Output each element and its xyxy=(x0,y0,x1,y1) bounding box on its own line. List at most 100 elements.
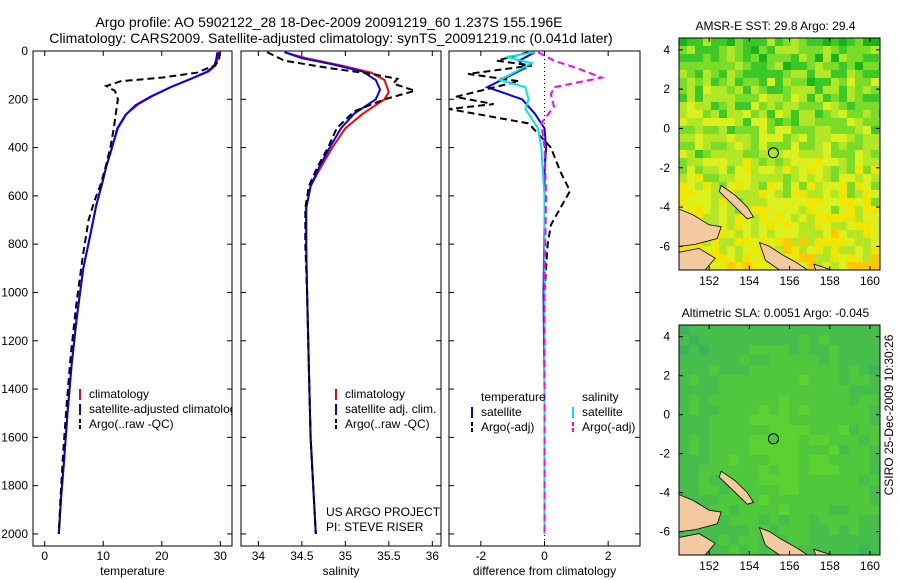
map-cell xyxy=(819,345,830,356)
map-cell xyxy=(735,54,744,63)
map-cell xyxy=(779,465,790,476)
map-cell xyxy=(743,118,752,127)
map-cell xyxy=(819,335,830,346)
map-ytick-label: -6 xyxy=(659,239,670,253)
map-cell xyxy=(699,375,710,386)
map-cell xyxy=(869,325,880,336)
map-cell xyxy=(689,425,700,436)
map-cell xyxy=(863,174,872,183)
map-cell xyxy=(871,182,880,191)
map-cell xyxy=(679,455,690,466)
map-cell xyxy=(711,62,720,71)
map-cell xyxy=(855,190,864,199)
map-cell xyxy=(749,475,760,486)
map-cell xyxy=(855,134,864,143)
salinity-series-argo xyxy=(266,51,419,534)
map-cell xyxy=(699,425,710,436)
map-cell xyxy=(859,365,870,376)
map-cell xyxy=(815,102,824,111)
map-cell xyxy=(775,38,784,47)
salinity-x-axis-label: salinity xyxy=(323,564,360,578)
map-cell xyxy=(769,405,780,416)
map-cell xyxy=(687,206,696,215)
map-cell xyxy=(719,515,730,526)
map-cell xyxy=(849,425,860,436)
temperature-ytick-label: 600 xyxy=(8,189,28,203)
map-cell xyxy=(815,78,824,87)
map-cell xyxy=(859,385,870,396)
map-cell xyxy=(699,525,710,536)
map-cell xyxy=(709,475,720,486)
map-cell xyxy=(839,405,850,416)
map-cell xyxy=(789,355,800,366)
map-cell xyxy=(823,174,832,183)
map-cell xyxy=(783,110,792,119)
map-cell xyxy=(729,545,740,555)
map-cell xyxy=(719,182,728,191)
map-cell xyxy=(739,375,750,386)
map-cell xyxy=(831,54,840,63)
map-cell xyxy=(709,425,720,436)
land-polygon xyxy=(679,247,716,270)
map-cell xyxy=(767,142,776,151)
map-cell xyxy=(719,142,728,151)
map-cell xyxy=(783,174,792,183)
map-cell xyxy=(719,166,728,175)
map-cell xyxy=(751,126,760,135)
map-cell xyxy=(711,110,720,119)
map-cell xyxy=(829,415,840,426)
map-cell xyxy=(759,126,768,135)
map-xtick-label: 154 xyxy=(739,274,759,288)
map-cell xyxy=(709,525,720,536)
map-cell xyxy=(869,535,880,546)
map-cell xyxy=(859,405,870,416)
map-cell xyxy=(703,102,712,111)
map-cell xyxy=(815,54,824,63)
map-cell xyxy=(743,86,752,95)
map-cell xyxy=(809,535,820,546)
map-cell xyxy=(709,545,720,555)
map-cell xyxy=(751,78,760,87)
map-cell xyxy=(799,495,810,506)
map-cell xyxy=(739,535,750,546)
map-cell xyxy=(679,335,690,346)
map-cell xyxy=(871,190,880,199)
map-cell xyxy=(855,46,864,55)
map-cell xyxy=(799,62,808,71)
map-cell xyxy=(831,142,840,151)
map-cell xyxy=(799,182,808,191)
map-cell xyxy=(679,38,688,47)
map-cell xyxy=(855,102,864,111)
map-cell xyxy=(699,385,710,396)
map-cell xyxy=(709,375,720,386)
map-cell xyxy=(709,335,720,346)
map-cell xyxy=(679,475,690,486)
map-cell xyxy=(871,222,880,231)
map-cell xyxy=(849,325,860,336)
map-cell xyxy=(849,545,860,555)
map-cell xyxy=(863,246,872,255)
map-cell xyxy=(799,335,810,346)
map-cell xyxy=(751,150,760,159)
map-cell xyxy=(815,62,824,71)
map-cell xyxy=(769,515,780,526)
map-cell xyxy=(847,142,856,151)
map-cell xyxy=(871,134,880,143)
map-cell xyxy=(869,345,880,356)
map-cell xyxy=(855,78,864,87)
map-cell xyxy=(719,230,728,239)
map-cell xyxy=(831,150,840,159)
map-cell xyxy=(679,70,688,79)
map-cell xyxy=(699,495,710,506)
map-cell xyxy=(775,54,784,63)
map-cell xyxy=(855,198,864,207)
map-cell xyxy=(799,174,808,183)
map-cell xyxy=(699,405,710,416)
map-cell xyxy=(751,54,760,63)
map-cell xyxy=(871,158,880,167)
map-cell xyxy=(879,535,880,546)
map-cell xyxy=(767,238,776,247)
map-cell xyxy=(769,475,780,486)
map-cell xyxy=(679,190,688,199)
map-cell xyxy=(831,118,840,127)
